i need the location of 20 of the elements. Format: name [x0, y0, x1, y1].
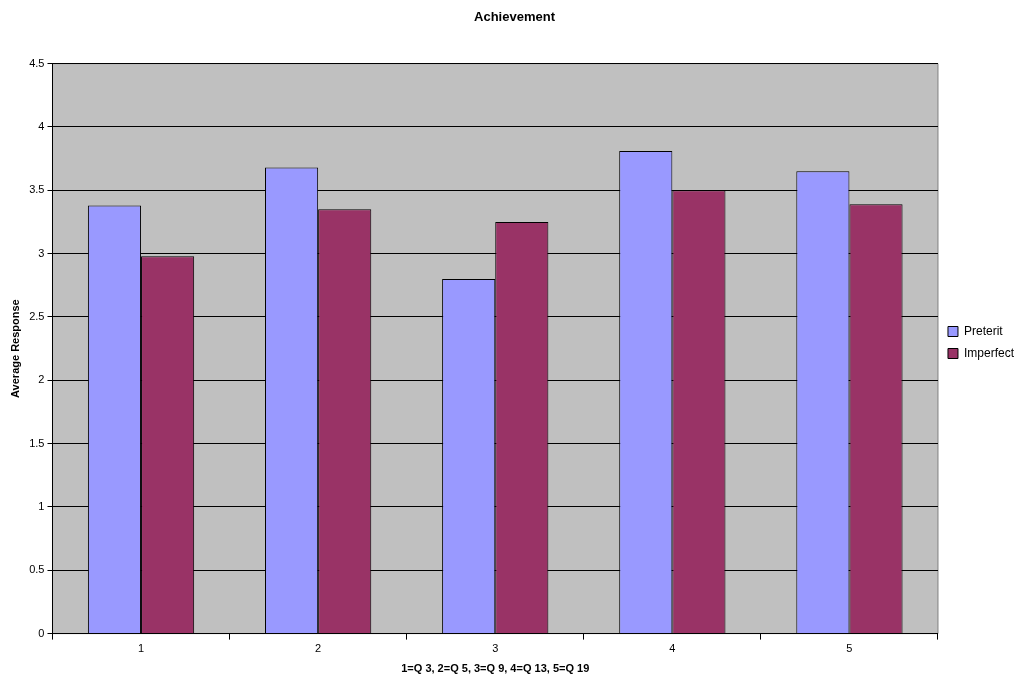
x-axis-title: 1=Q 3, 2=Q 5, 3=Q 9, 4=Q 13, 5=Q 19 — [401, 662, 590, 675]
y-axis-title: Average Response — [8, 299, 21, 398]
x-tick-label: 2 — [315, 642, 322, 655]
y-tick-label: 2 — [38, 373, 45, 386]
legend-label: Preterit — [963, 323, 1004, 338]
x-tick-label: 1 — [137, 642, 145, 655]
y-tick-label: 0.5 — [29, 563, 45, 576]
chart-title: Achievement — [474, 9, 556, 25]
y-tick-label: 4 — [38, 119, 45, 132]
y-tick-label: 0 — [38, 626, 45, 639]
x-tick-label: 4 — [669, 642, 676, 655]
y-tick-label: 1.5 — [29, 436, 45, 449]
y-tick-label: 1 — [38, 499, 45, 512]
y-tick-label: 2.5 — [29, 309, 45, 322]
legend-label: Imperfect — [963, 345, 1015, 360]
y-tick-label: 3.5 — [29, 183, 45, 196]
y-tick-label: 4.5 — [29, 56, 45, 69]
y-tick-label: 3 — [38, 246, 45, 259]
x-tick-label: 3 — [492, 642, 499, 655]
x-tick-label: 5 — [846, 642, 853, 655]
